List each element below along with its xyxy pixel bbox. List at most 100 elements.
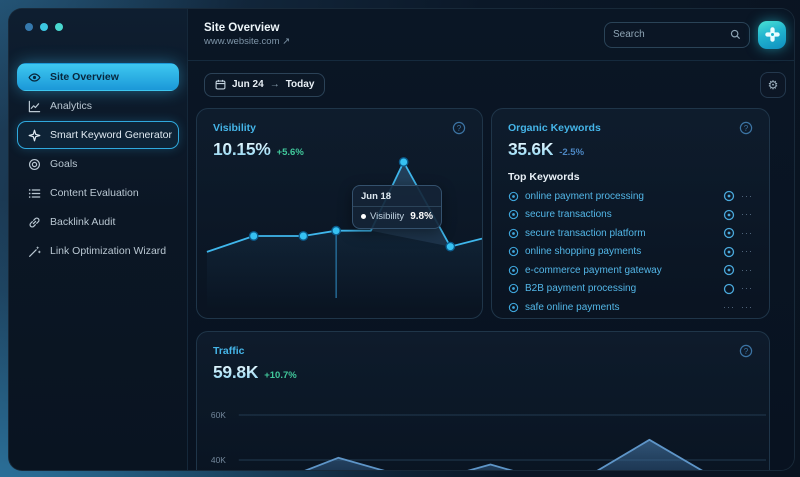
wand-icon (28, 245, 41, 258)
card-title: Traffic (213, 345, 245, 357)
clover-cross-icon (764, 27, 780, 42)
sidebar-item-site-overview[interactable]: Site Overview (17, 63, 179, 91)
traffic-delta: +10.7% (264, 370, 297, 381)
app-window: Site Overview Analytics Smart Keyword Ge… (8, 8, 795, 471)
gear-icon: ⚙ (767, 77, 779, 92)
circle-dot-icon[interactable] (723, 227, 735, 239)
keyword-list: online payment processing ··· secure tra… (508, 187, 753, 317)
target-circle-icon (508, 209, 519, 220)
traffic-card: Traffic ? 59.8K +10.7% 60K 40K (196, 331, 770, 470)
svg-text:?: ? (744, 347, 749, 356)
main-area: Site Overview www.website.com ↗ Jun 24 →… (188, 9, 794, 470)
header: Site Overview www.website.com ↗ (188, 9, 794, 61)
traffic-chart: 60K 40K (211, 410, 767, 470)
row-menu-button[interactable]: ··· (741, 264, 753, 275)
row-menu-button[interactable]: ··· (741, 246, 753, 257)
keyword-label: B2B payment processing (525, 283, 637, 295)
date-range-button[interactable]: Jun 24 → Today (204, 72, 326, 97)
keyword-label: secure transaction platform (525, 227, 646, 239)
tooltip-date: Jun 18 (353, 186, 441, 207)
sidebar-nav: Site Overview Analytics Smart Keyword Ge… (9, 63, 187, 265)
row-menu-button[interactable]: ··· (741, 301, 753, 312)
visibility-value: 10.15% (213, 139, 271, 159)
content: Visibility ? 10.15% +5.6% (188, 108, 794, 470)
target-circle-icon (508, 302, 519, 313)
row-menu-button[interactable]: ··· (741, 190, 753, 201)
sidebar-item-analytics[interactable]: Analytics (17, 92, 179, 120)
window-dot-teal[interactable] (55, 23, 63, 31)
row-menu-button[interactable]: ··· (741, 209, 753, 220)
eye-icon (28, 71, 41, 84)
visibility-delta: +5.6% (276, 147, 304, 158)
circle-icon[interactable] (723, 283, 735, 295)
keyword-label: online payment processing (525, 190, 644, 202)
date-to: Today (285, 79, 315, 90)
app-action-button[interactable] (758, 20, 786, 49)
traffic-value: 59.8K (213, 362, 259, 382)
target-circle-icon (508, 246, 519, 257)
target-icon (28, 158, 41, 171)
keyword-label: e-commerce payment gateway (525, 264, 662, 276)
keyword-row[interactable]: safe online payments ··· ··· (508, 298, 753, 317)
tooltip-value: 9.8% (410, 211, 433, 222)
window-dot-cyan[interactable] (40, 23, 48, 31)
circle-dot-icon[interactable] (723, 264, 735, 276)
sidebar-item-link-optimization-wizard[interactable]: Link Optimization Wizard (17, 237, 179, 265)
link-icon (28, 216, 41, 229)
external-link-icon: ↗ (282, 36, 291, 47)
sidebar-item-label: Site Overview (50, 71, 119, 83)
search-input[interactable] (613, 29, 724, 40)
sidebar-item-label: Smart Keyword Generator (50, 129, 172, 141)
row-menu-button[interactable]: ··· (741, 227, 753, 238)
keyword-row[interactable]: B2B payment processing ··· (508, 280, 753, 299)
list-icon (28, 187, 41, 200)
keyword-row[interactable]: secure transactions ··· (508, 206, 753, 225)
sidebar-item-label: Content Evaluation (50, 187, 139, 199)
circle-dot-icon[interactable] (723, 246, 735, 258)
settings-button[interactable]: ⚙ (760, 71, 786, 98)
row-menu-button[interactable]: ··· (741, 283, 753, 294)
card-title: Organic Keywords (508, 122, 601, 134)
sidebar-item-content-evaluation[interactable]: Content Evaluation (17, 179, 179, 207)
sparkle-icon (28, 129, 41, 142)
search-box (604, 21, 750, 48)
chart-tooltip: Jun 18 Visibility 9.8% (352, 185, 442, 229)
window-dot-blue[interactable] (25, 23, 33, 31)
sidebar-item-label: Goals (50, 158, 78, 170)
keyword-row[interactable]: online payment processing ··· (508, 187, 753, 206)
organic-keywords-value: 35.6K (508, 139, 554, 159)
calendar-icon (215, 79, 226, 90)
help-icon[interactable]: ? (452, 121, 466, 135)
sidebar-item-label: Backlink Audit (50, 216, 116, 228)
target-circle-icon (508, 265, 519, 276)
keyword-label: safe online payments (525, 301, 620, 313)
help-icon[interactable]: ? (739, 344, 753, 358)
site-url-link[interactable]: www.website.com ↗ (204, 36, 291, 47)
visibility-card: Visibility ? 10.15% +5.6% (196, 108, 483, 319)
arrow-right-icon: → (269, 79, 280, 90)
analytics-chart-icon (28, 100, 41, 113)
sidebar: Site Overview Analytics Smart Keyword Ge… (9, 9, 188, 470)
keyword-label: online shopping payments (525, 246, 642, 258)
organic-keywords-delta: -2.5% (559, 147, 585, 158)
tooltip-series: Visibility (370, 211, 405, 222)
sidebar-item-smart-keyword-generator[interactable]: Smart Keyword Generator (17, 121, 179, 149)
keyword-row[interactable]: online shopping payments ··· (508, 243, 753, 262)
search-icon (730, 29, 740, 39)
series-dot-icon (361, 214, 366, 219)
target-circle-icon (508, 191, 519, 202)
circle-dot-icon[interactable] (723, 209, 735, 221)
target-circle-icon (508, 228, 519, 239)
svg-text:?: ? (744, 124, 749, 133)
keyword-row[interactable]: secure transaction platform ··· (508, 224, 753, 243)
sidebar-item-goals[interactable]: Goals (17, 150, 179, 178)
top-keywords-heading: Top Keywords (508, 171, 580, 183)
sidebar-item-label: Analytics (50, 100, 93, 112)
date-from: Jun 24 (232, 79, 264, 90)
row-menu-button[interactable]: ··· (723, 301, 735, 312)
keyword-row[interactable]: e-commerce payment gateway ··· (508, 261, 753, 280)
help-icon[interactable]: ? (739, 121, 753, 135)
circle-dot-icon[interactable] (723, 190, 735, 202)
visibility-chart (206, 157, 482, 310)
sidebar-item-backlink-audit[interactable]: Backlink Audit (17, 208, 179, 236)
